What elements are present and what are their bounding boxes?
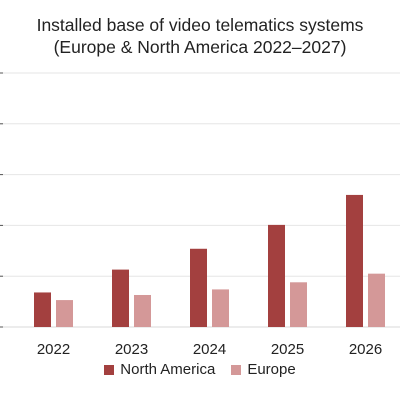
bar-north-america-2026 — [346, 194, 363, 327]
bar-europe-2024 — [212, 289, 229, 327]
bar-europe-2023 — [134, 294, 151, 327]
legend-swatch-north-america — [104, 364, 115, 375]
x-tick-label-2026: 2026 — [349, 341, 382, 358]
x-tick-label-2024: 2024 — [193, 341, 226, 358]
legend-label-north-america: North America — [120, 361, 216, 378]
x-tick-label-2022: 2022 — [37, 341, 70, 358]
legend: North America Europe — [0, 361, 400, 378]
bar-north-america-2024 — [190, 248, 207, 327]
legend-item-europe: Europe — [231, 361, 296, 378]
legend-label-europe: Europe — [247, 361, 296, 378]
chart-title-line-2: (Europe & North America 2022–2027) — [53, 37, 347, 57]
x-tick-label-2023: 2023 — [115, 341, 148, 358]
bar-north-america-2023 — [112, 269, 129, 327]
bar-europe-2022 — [56, 300, 73, 327]
bar-europe-2025 — [290, 282, 307, 327]
bar-north-america-2022 — [34, 292, 51, 327]
legend-item-north-america: North America — [104, 361, 215, 378]
bar-north-america-2025 — [268, 224, 285, 327]
bar-europe-2026 — [368, 273, 385, 327]
chart-title-line-1: Installed base of video telematics syste… — [36, 15, 364, 35]
legend-swatch-europe — [231, 364, 242, 375]
chart-title: Installed base of video telematics syste… — [0, 14, 400, 58]
x-tick-label-2025: 2025 — [271, 341, 304, 358]
